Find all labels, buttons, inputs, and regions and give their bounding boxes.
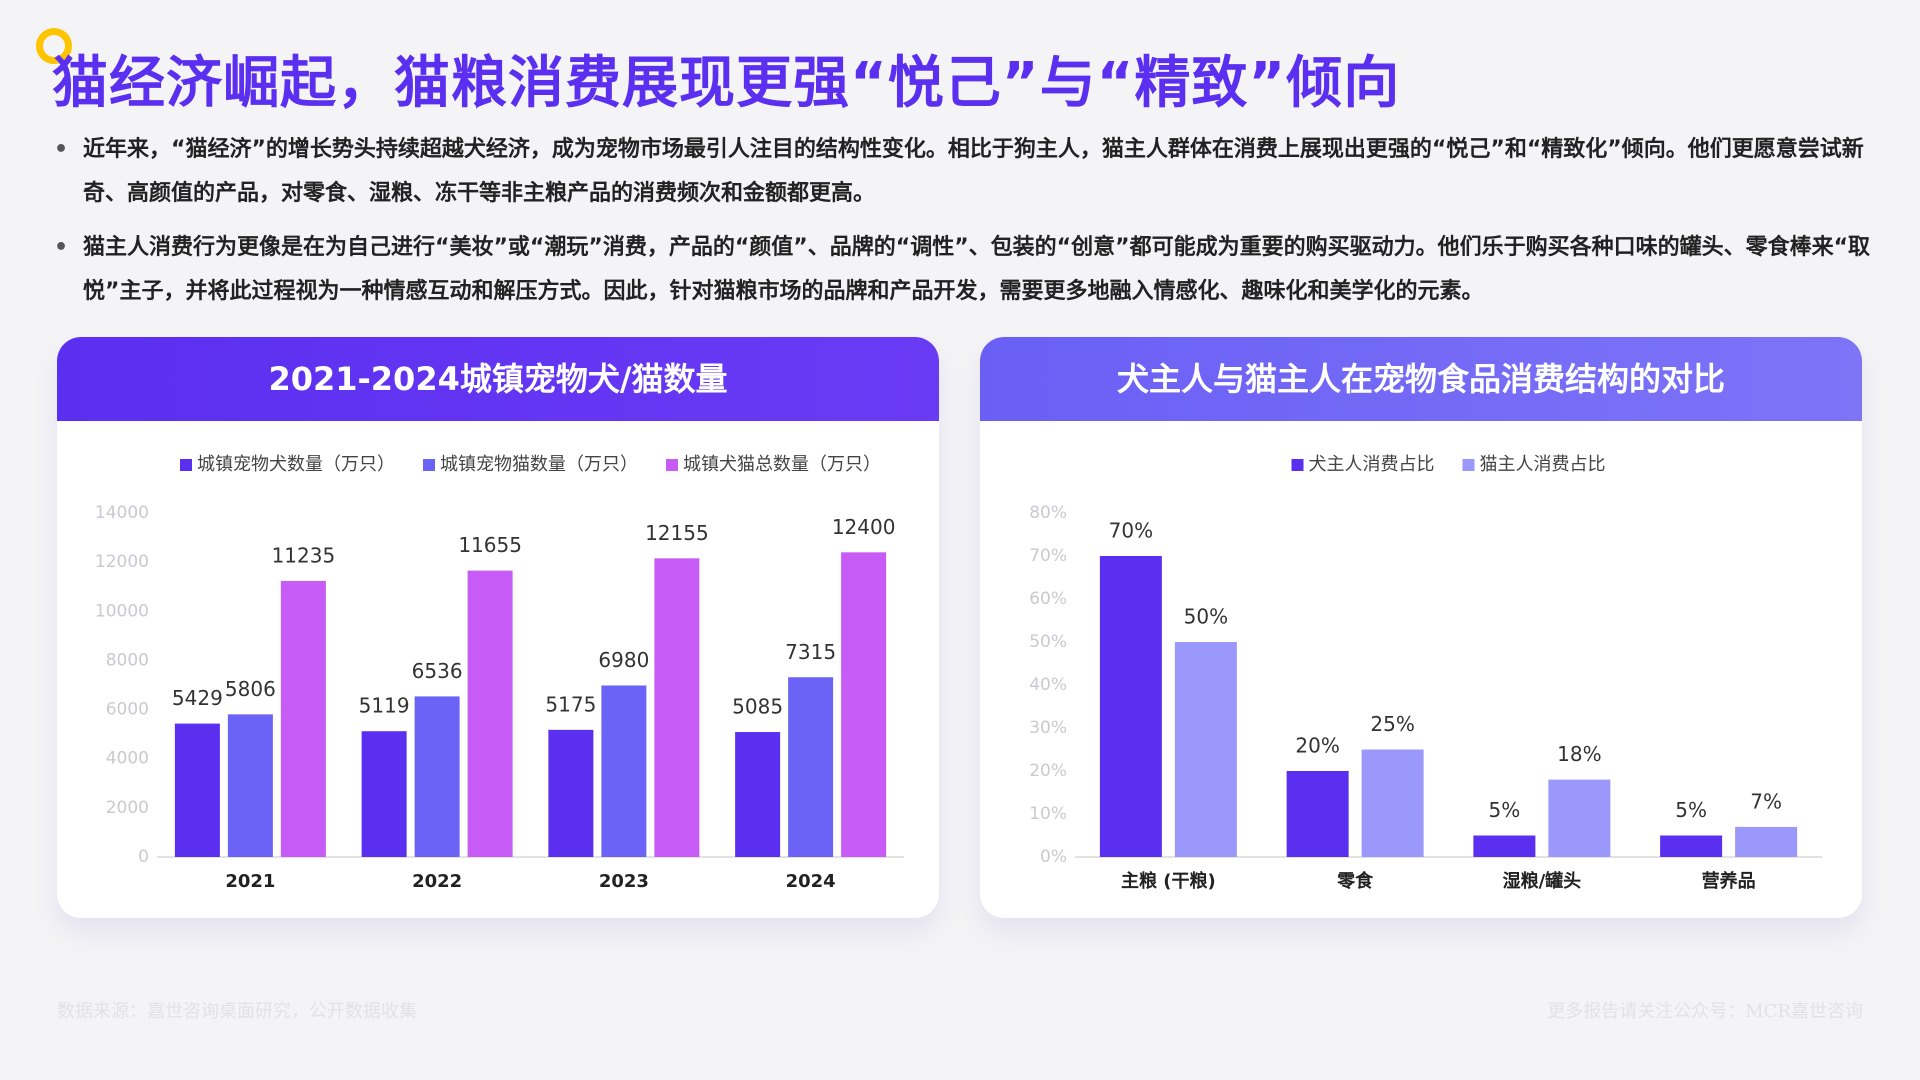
chart: 0 2000 4000 6000 8000 10000 12000 14000 城镇宠物犬数量（… [95,454,904,892]
x-tick-label: 营养品 [1702,870,1756,892]
y-tick-label: 20% [1029,761,1067,781]
legend-label: 猫主人消费占比 [1480,454,1606,475]
bar [414,696,460,857]
legend-swatch [1291,459,1304,471]
data-label: 5429 [172,686,223,710]
bar [1660,835,1723,857]
bar [467,570,513,857]
data-label: 6536 [412,659,463,683]
x-tick-label: 零食 [1336,870,1374,892]
footer-note: 更多报告请关注公众号：MCR嘉世咨询 [1547,1001,1863,1022]
y-tick-label: 50% [1029,632,1067,652]
data-label: 25% [1370,712,1414,736]
y-tick-label: 40% [1029,675,1067,695]
data-label: 18% [1557,742,1601,766]
data-label: 11655 [458,533,522,557]
data-label: 6980 [598,648,649,672]
x-tick-label: 2021 [225,871,275,892]
chart-title: 犬主人与猫主人在宠物食品消费结构的对比 [980,337,1862,421]
page-title: 猫经济崛起，猫粮消费展现更强“悦己”与“精致”倾向 [52,51,1401,116]
bar [788,677,834,857]
bullet-list: 近年来，“猫经济”的增长势头持续超越犬经济，成为宠物市场最引人注目的结构性变化。… [54,128,1874,324]
data-label: 50% [1184,605,1228,629]
bullet: 猫主人消费行为更像是在为自己进行“美妆”或“潮玩”消费，产品的“颜值”、品牌的“… [54,226,1874,314]
y-tick-label: 4000 [106,749,149,769]
data-label: 12155 [645,521,709,545]
y-tick-label: 2000 [106,798,149,818]
legend-swatch [666,459,678,471]
bar [1473,835,1536,857]
data-label: 5085 [732,695,783,719]
legend-label: 城镇宠物犬数量（万只） [197,454,395,475]
chart-card: 犬主人与猫主人在宠物食品消费结构的对比 0% 10% 20% 30% 40% 50% 60%… [980,337,1862,918]
legend-swatch [180,459,192,471]
x-tick-label: 2024 [786,871,836,892]
bar [1735,826,1798,857]
data-label: 5% [1489,798,1521,822]
legend-swatch [423,459,435,471]
bar [654,558,700,857]
y-tick-label: 70% [1029,546,1067,566]
source-note: 数据来源：嘉世咨询桌面研究，公开数据收集 [57,1001,417,1022]
y-tick-label: 0 [138,847,149,867]
y-tick-label: 6000 [106,700,149,720]
bar [1548,779,1611,857]
data-label: 7315 [785,640,836,664]
y-tick-label: 30% [1029,718,1067,738]
logo-dot [36,28,72,64]
data-label: 12400 [832,515,896,539]
data-label: 5119 [359,694,410,718]
y-tick-label: 10000 [95,601,149,621]
y-tick-label: 0% [1040,847,1067,867]
bar [548,729,594,857]
legend-label: 城镇犬猫总数量（万只） [683,454,881,475]
bar [735,732,781,857]
bar [174,723,220,857]
bar [227,714,273,857]
bar [1286,771,1349,857]
data-label: 11235 [272,543,336,567]
data-label: 7% [1750,789,1782,813]
data-label: 5806 [225,677,276,701]
x-tick-label: 2022 [412,871,462,892]
y-tick-label: 12000 [95,552,149,572]
data-label: 5175 [545,692,596,716]
bar [1099,556,1162,857]
legend: 城镇宠物犬数量（万只） 城镇宠物猫数量（万只） 城镇犬猫总数量（万只） [180,454,881,475]
y-tick-label: 60% [1029,589,1067,609]
chart-card: 2021-2024城镇宠物犬/猫数量 0 2000 4000 6000 8000 1000… [57,337,939,918]
legend: 犬主人消费占比 猫主人消费占比 [1291,454,1606,475]
data-label: 70% [1109,519,1153,543]
data-label: 20% [1295,734,1339,758]
x-tick-label: 2023 [599,871,649,892]
legend-label: 犬主人消费占比 [1309,454,1435,475]
bullet: 近年来，“猫经济”的增长势头持续超越犬经济，成为宠物市场最引人注目的结构性变化。… [54,128,1874,216]
y-tick-label: 80% [1029,503,1067,523]
bar [601,685,647,857]
chart-title: 2021-2024城镇宠物犬/猫数量 [57,337,939,421]
bar [361,731,407,857]
bar [1174,642,1237,857]
bar [1361,749,1424,857]
x-tick-label: 湿粮/罐头 [1503,870,1582,892]
bar [280,580,326,857]
y-tick-label: 8000 [106,650,149,670]
chart: 0% 10% 20% 30% 40% 50% 60% 70% 80% 犬主人消费占比 猫主人消费占比… [1029,454,1822,892]
bar [841,552,887,857]
y-tick-label: 10% [1029,804,1067,824]
legend-swatch [1462,459,1475,471]
y-tick-label: 14000 [95,503,149,523]
data-label: 5% [1675,798,1707,822]
legend-label: 城镇宠物猫数量（万只） [440,454,638,475]
x-tick-label: 主粮 (干粮) [1121,870,1216,892]
